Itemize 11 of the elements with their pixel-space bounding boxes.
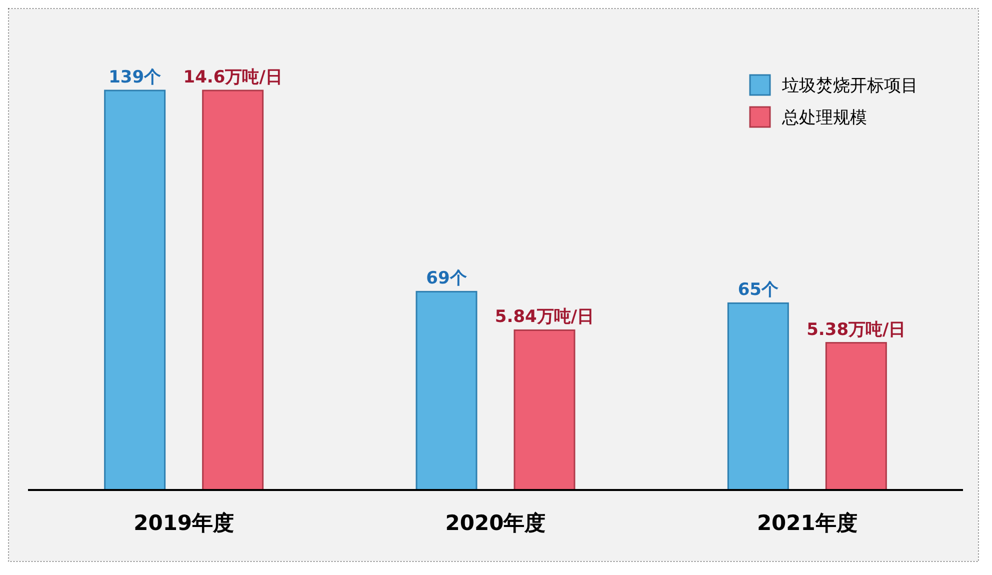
x-tick-label: 2021年度 xyxy=(756,511,858,535)
x-tick-label: 2020年度 xyxy=(445,511,546,535)
legend-label: 垃圾焚烧开标项目 xyxy=(781,76,918,96)
data-label: 5.38万吨/日 xyxy=(806,320,906,340)
data-label: 69个 xyxy=(426,268,468,289)
legend-label: 总处理规模 xyxy=(781,108,867,128)
data-label: 14.6万吨/日 xyxy=(183,68,282,88)
data-label: 5.84万吨/日 xyxy=(494,307,594,328)
data-label: 139个 xyxy=(108,68,162,88)
data-label: 65个 xyxy=(738,280,780,300)
x-tick-label: 2019年度 xyxy=(134,511,234,535)
